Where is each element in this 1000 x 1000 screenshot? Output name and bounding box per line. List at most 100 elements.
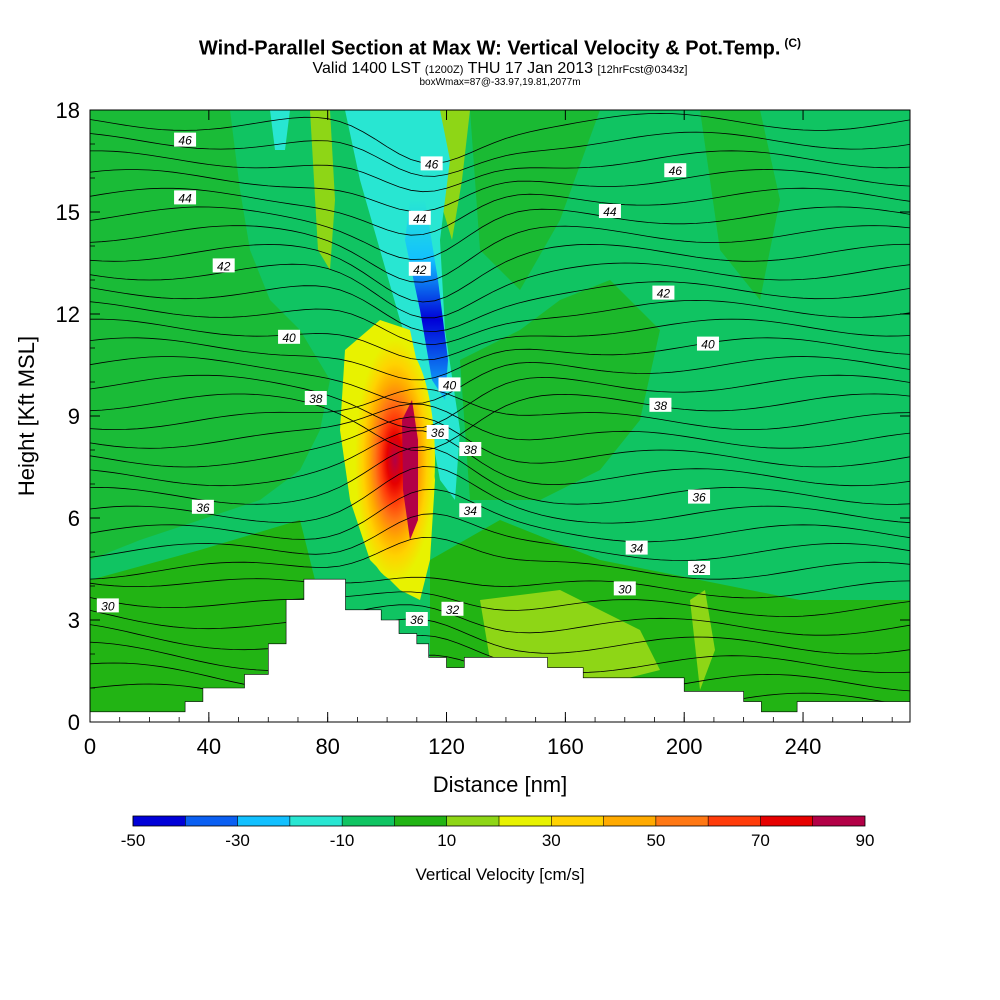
- isentrope-label-bg: [405, 612, 428, 626]
- zone-updraft-peak: [402, 400, 418, 540]
- y-tick-label: 12: [56, 302, 80, 327]
- isentrope-line: [90, 488, 910, 543]
- isentrope-label: 46: [174, 132, 197, 148]
- colorbar-segment: [342, 816, 395, 826]
- colorbar-segment: [185, 816, 238, 826]
- isentrope-label-bg: [408, 261, 431, 276]
- isentrope-line: [90, 393, 910, 452]
- isentrope-label: 40: [696, 336, 719, 352]
- terrain-profile: [89, 578, 911, 723]
- isentrope-line: [90, 536, 910, 580]
- isentrope-label-bg: [459, 503, 482, 518]
- colorbar-segment: [655, 816, 709, 826]
- x-tick-label: 80: [315, 734, 339, 759]
- isentrope-line: [90, 337, 910, 381]
- isentrope-line: [90, 604, 910, 636]
- isentrope-label-bg: [598, 204, 621, 218]
- x-tick-label: 0: [84, 734, 96, 759]
- isentrope-label-bg: [304, 391, 327, 405]
- isentrope-label-text: 42: [657, 287, 671, 301]
- isentrope-label-text: 46: [178, 134, 192, 148]
- y-tick-label: 6: [68, 506, 80, 531]
- isentrope-label-bg: [212, 258, 235, 273]
- isentrope-line: [90, 466, 910, 524]
- isentrope-label: 42: [652, 285, 675, 301]
- colorbar-segment: [760, 816, 813, 826]
- valid-main: Valid 1400 LST: [312, 60, 421, 77]
- x-tick-label: 240: [785, 734, 822, 759]
- colorbar-tick-label: -50: [121, 831, 146, 850]
- isentrope-label: 46: [664, 163, 687, 178]
- colorbar-segment: [603, 816, 656, 826]
- isentrope-label-bg: [441, 601, 464, 616]
- isentrope-label-bg: [174, 190, 197, 205]
- isentrope-label-bg: [649, 397, 672, 412]
- isentrope-label-text: 32: [446, 603, 460, 617]
- zone-weak-up-far: [700, 110, 780, 300]
- isentrope-line: [90, 513, 910, 561]
- zone-weak-down: [345, 110, 460, 500]
- isentrope-label-text: 44: [413, 212, 427, 226]
- isentrope-label: 34: [459, 503, 482, 518]
- isentrope-line: [90, 618, 910, 655]
- isentrope-label-text: 42: [413, 263, 427, 277]
- zone-weak-up-left: [90, 110, 330, 560]
- y-tick-label: 9: [68, 404, 80, 429]
- isentrope-line: [90, 225, 910, 283]
- x-tick-label: 200: [666, 734, 703, 759]
- isentrope-label-text: 32: [692, 562, 706, 576]
- isentrope-line: [90, 169, 910, 212]
- x-tick-label: 160: [547, 734, 584, 759]
- colorbar-segment: [237, 816, 290, 826]
- isentrope-line: [90, 576, 910, 599]
- zone-weak-up-low: [90, 520, 320, 722]
- isentrope-label-text: 36: [692, 491, 706, 505]
- isentrope-line: [90, 150, 910, 193]
- x-tick-label: 40: [197, 734, 221, 759]
- isentrope-line: [90, 243, 910, 303]
- y-tick-label: 0: [68, 710, 80, 735]
- title-text: Wind-Parallel Section at Max W: Vertical…: [198, 37, 781, 60]
- isentrope-line: [90, 356, 910, 405]
- isentrope-label-text: 40: [443, 378, 457, 392]
- x-axis-label: Distance [nm]: [433, 772, 568, 797]
- isentrope-label-bg: [278, 329, 301, 344]
- isentrope-label-text: 36: [431, 426, 445, 440]
- isentrope-line: [90, 446, 910, 505]
- isentrope-label-bg: [688, 561, 711, 575]
- isentrope-label-bg: [426, 425, 449, 439]
- zone-light-up-c: [310, 110, 335, 270]
- isentrope-label-bg: [652, 285, 675, 300]
- y-tick-label: 3: [68, 608, 80, 633]
- isentrope-labels: 46 44 42 40 38 36 30 46 44 42 40 36 38 34 36 32 46 44 42 40…: [96, 132, 719, 627]
- isentrope-label-bg: [438, 377, 461, 392]
- colorbar-segment: [133, 816, 186, 826]
- isentrope-label: 38: [304, 391, 327, 406]
- isentrope-label-bg: [625, 540, 648, 555]
- isentrope-label: 30: [613, 581, 636, 596]
- isentrope-label-text: 42: [217, 259, 231, 273]
- colorbar-tick-label: 70: [751, 831, 770, 850]
- isentrope-label-text: 30: [101, 599, 115, 613]
- isentrope-label-bg: [613, 581, 636, 596]
- colorbar-segment: [812, 816, 865, 826]
- isentrope-label: 42: [212, 258, 235, 273]
- isentrope-label: 36: [191, 499, 214, 515]
- zone-light-up-b: [440, 110, 470, 240]
- chart-title: Wind-Parallel Section at Max W: Vertical…: [0, 36, 1000, 61]
- isentrope-label-bg: [688, 489, 711, 504]
- zone-light-up-d: [690, 590, 715, 690]
- isentrope-label: 38: [459, 442, 482, 457]
- colorbar-segment: [394, 816, 447, 826]
- isentrope-label: 44: [408, 210, 431, 226]
- isentrope-label-text: 34: [464, 504, 478, 518]
- isentrope-label-bg: [96, 598, 119, 613]
- isentrope-label-text: 38: [464, 443, 478, 457]
- isentrope-label-bg: [191, 499, 214, 514]
- isentrope-label: 36: [426, 425, 449, 440]
- colorbar-segment: [708, 816, 761, 826]
- isentrope-label-text: 40: [701, 338, 715, 352]
- isentrope-label: 34: [625, 540, 648, 556]
